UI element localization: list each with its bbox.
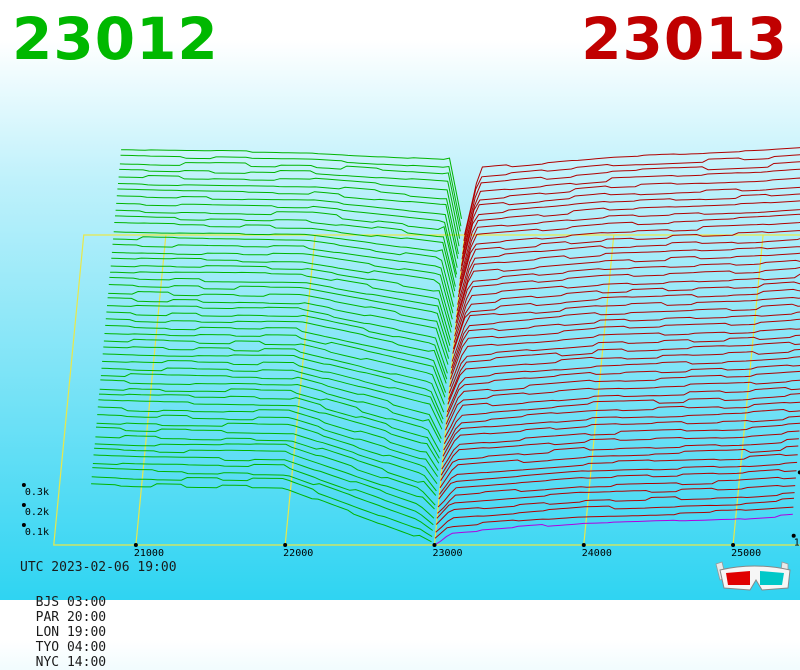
- volume-tick-label: 0.2k: [25, 507, 49, 518]
- asks-depth-line: [457, 246, 800, 317]
- price-tick: [731, 543, 735, 547]
- depth-surface: [91, 147, 800, 545]
- price-tick-label: 21000: [134, 548, 164, 559]
- price-gridline: [584, 235, 614, 545]
- price-tick-label: 24000: [582, 548, 612, 559]
- world-clock: BJS 03:00 PAR 20:00 LON 19:00 TYO 04:00 …: [20, 580, 134, 670]
- price-tick: [134, 543, 138, 547]
- asks-depth-line: [450, 319, 800, 380]
- zone-time-lon: LON 19:00: [36, 625, 106, 640]
- 3d-glasses-icon[interactable]: [714, 558, 794, 592]
- price-tick: [582, 543, 586, 547]
- best-bid-label: 23012: [12, 4, 219, 74]
- asks-depth-line: [440, 446, 798, 488]
- zone-time-tyo: TYO 04:00: [36, 640, 106, 655]
- utc-time: UTC 2023-02-06 19:00: [20, 560, 177, 575]
- zone-time-par: PAR 20:00: [36, 610, 106, 625]
- asks-depth-line: [436, 498, 794, 532]
- price-tick: [432, 543, 436, 547]
- asks-depth-line: [455, 267, 800, 337]
- asks-depth-line: [435, 514, 793, 545]
- asks-depth-line: [435, 507, 793, 538]
- asks-depth-line: [441, 439, 799, 481]
- zone-time-nyc: NYC 14:00: [36, 655, 106, 670]
- bids-depth-line: [121, 150, 461, 219]
- asks-depth-line: [441, 431, 799, 475]
- bids-depth-line: [115, 216, 455, 287]
- volume-tick-label: 0.1k: [25, 527, 49, 538]
- asks-depth-line: [439, 462, 797, 499]
- bids-depth-line: [100, 389, 440, 453]
- asks-depth-line: [437, 486, 795, 519]
- price-tick-label: 22000: [283, 548, 313, 559]
- bids-depth-line: [120, 163, 460, 232]
- asks-depth-line: [464, 155, 800, 241]
- asks-depth-line: [449, 342, 800, 399]
- asks-depth-line: [458, 230, 800, 305]
- volume-axis: 0.1k 0.2k 0.3k: [22, 483, 49, 538]
- volume-tick-label: 0.3k: [25, 487, 49, 498]
- asks-depth-line: [449, 335, 800, 394]
- price-gridline: [733, 235, 763, 545]
- zone-time-bjs: BJS 03:00: [36, 595, 106, 610]
- price-tick-label: 23000: [432, 548, 462, 559]
- time-axis: 18:0018:1018:2018:3018:4018:50: [792, 217, 800, 548]
- best-ask-label: 23013: [581, 4, 788, 74]
- bids-depth-line: [91, 484, 431, 542]
- bids-depth-line: [116, 210, 456, 277]
- time-tick-label: 18:50: [794, 538, 800, 549]
- asks-depth-line: [460, 199, 800, 279]
- bids-depth-line: [96, 427, 436, 491]
- bids-depth-line: [116, 203, 456, 274]
- price-tick: [283, 543, 287, 547]
- bids-depth-line: [93, 463, 433, 525]
